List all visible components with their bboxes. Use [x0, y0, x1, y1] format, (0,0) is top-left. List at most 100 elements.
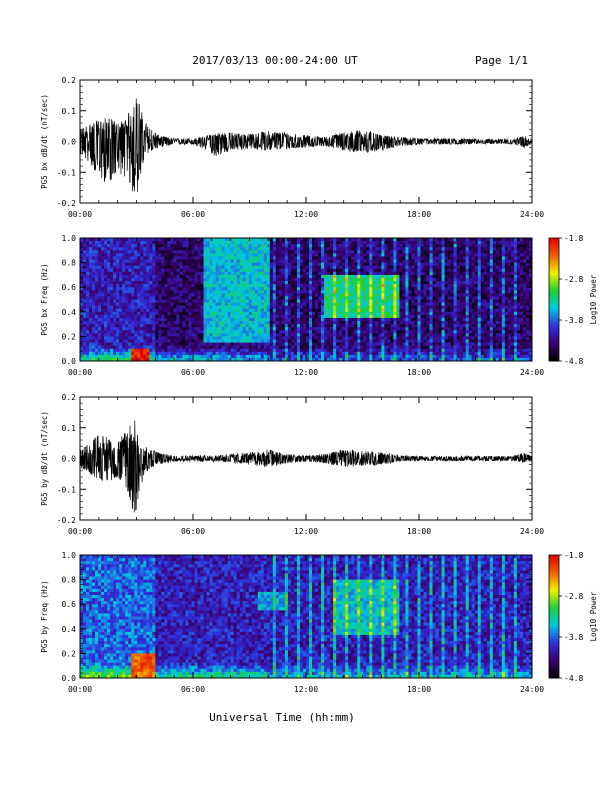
spectrogram-cell — [167, 306, 170, 309]
spectrogram-cell — [427, 330, 430, 333]
spectrogram-cell — [405, 303, 408, 306]
spectrogram-cell — [408, 290, 411, 293]
spectrogram-cell — [369, 247, 372, 250]
spectrogram-cell — [384, 272, 387, 275]
spectrogram-cell — [167, 250, 170, 253]
spectrogram-cell — [216, 275, 219, 278]
spectrogram-cell — [387, 296, 390, 299]
spectrogram-cell — [191, 260, 194, 263]
spectrogram-cell — [306, 263, 309, 266]
spectrogram-cell — [405, 324, 408, 327]
spectrogram-cell — [237, 330, 240, 333]
spectrogram-cell — [207, 333, 210, 336]
spectrogram-cell — [384, 250, 387, 253]
spectrogram-cell — [273, 275, 276, 278]
spectrogram-cell — [191, 330, 194, 333]
spectrogram-cell — [345, 275, 348, 278]
spectrogram-cell — [176, 269, 179, 272]
spectrogram-cell — [288, 278, 291, 281]
spectrogram-cell — [351, 312, 354, 315]
spectrogram-cell — [333, 293, 336, 296]
spectrogram-cell — [249, 336, 252, 339]
spectrogram-cell — [131, 241, 134, 244]
spectrogram-cell — [131, 250, 134, 253]
spectrogram-cell — [246, 263, 249, 266]
spectrogram-cell — [297, 355, 300, 358]
spectrogram-cell — [113, 315, 116, 318]
spectrogram-cell — [387, 284, 390, 287]
spectrogram-cell — [246, 330, 249, 333]
spectrogram-cell — [312, 260, 315, 263]
spectrogram-cell — [261, 253, 264, 256]
spectrogram-cell — [369, 275, 372, 278]
spectrogram-cell — [213, 244, 216, 247]
spectrogram-cell — [237, 253, 240, 256]
spectrogram-cell — [387, 241, 390, 244]
spectrogram-cell — [363, 266, 366, 269]
spectrogram-cell — [167, 272, 170, 275]
spectrogram-cell — [402, 272, 405, 275]
spectrogram-cell — [261, 336, 264, 339]
spectrogram-cell — [158, 250, 161, 253]
spectrogram-cell — [207, 269, 210, 272]
spectrogram-cell — [408, 330, 411, 333]
spectrogram-cell — [405, 253, 408, 256]
spectrogram-cell — [152, 272, 155, 275]
spectrogram-cell — [414, 355, 417, 358]
spectrogram-cell — [342, 290, 345, 293]
spectrogram-cell — [309, 244, 312, 247]
spectrogram-cell — [306, 247, 309, 250]
spectrogram-cell — [201, 290, 204, 293]
spectrogram-cell — [399, 260, 402, 263]
spectrogram-cell — [116, 336, 119, 339]
spectrogram-cell — [231, 336, 234, 339]
spectrogram-cell — [267, 303, 270, 306]
spectrogram-cell — [421, 300, 424, 303]
spectrogram-cell — [291, 293, 294, 296]
spectrogram-cell — [231, 312, 234, 315]
spectrogram-cell — [137, 244, 140, 247]
spectrogram-cell — [396, 303, 399, 306]
spectrogram-cell — [436, 269, 439, 272]
spectrogram-cell — [345, 330, 348, 333]
spectrogram-cell — [116, 250, 119, 253]
spectrogram-cell — [430, 278, 433, 281]
spectrogram-cell — [146, 306, 149, 309]
spectrogram-cell — [267, 336, 270, 339]
spectrogram-cell — [182, 349, 185, 352]
spectrogram-cell — [252, 300, 255, 303]
spectrogram-cell — [137, 256, 140, 259]
spectrogram-cell — [405, 296, 408, 299]
spectrogram-cell — [411, 318, 414, 321]
spectrogram-cell — [107, 256, 110, 259]
spectrogram-cell — [424, 300, 427, 303]
spectrogram-cell — [288, 349, 291, 352]
spectrogram-cell — [86, 278, 89, 281]
spectrogram-cell — [411, 260, 414, 263]
spectrogram-cell — [152, 266, 155, 269]
spectrogram-cell — [421, 330, 424, 333]
spectrogram-cell — [161, 300, 164, 303]
spectrogram-cell — [282, 318, 285, 321]
spectrogram-cell — [249, 256, 252, 259]
spectrogram-cell — [134, 238, 137, 241]
spectrogram-cell — [104, 321, 107, 324]
spectrogram-cell — [384, 327, 387, 330]
spectrogram-cell — [405, 293, 408, 296]
spectrogram-cell — [427, 306, 430, 309]
spectrogram-cell — [360, 303, 363, 306]
spectrogram-cell — [86, 284, 89, 287]
spectrogram-cell — [143, 333, 146, 336]
spectrogram-cell — [351, 339, 354, 342]
spectrogram-cell — [414, 303, 417, 306]
spectrogram-cell — [372, 272, 375, 275]
spectrogram-cell — [107, 324, 110, 327]
spectrogram-cell — [207, 247, 210, 250]
spectrogram-cell — [179, 269, 182, 272]
spectrogram-cell — [173, 275, 176, 278]
spectrogram-cell — [442, 293, 445, 296]
spectrogram-cell — [381, 263, 384, 266]
spectrogram-cell — [146, 296, 149, 299]
spectrogram-cell — [249, 293, 252, 296]
